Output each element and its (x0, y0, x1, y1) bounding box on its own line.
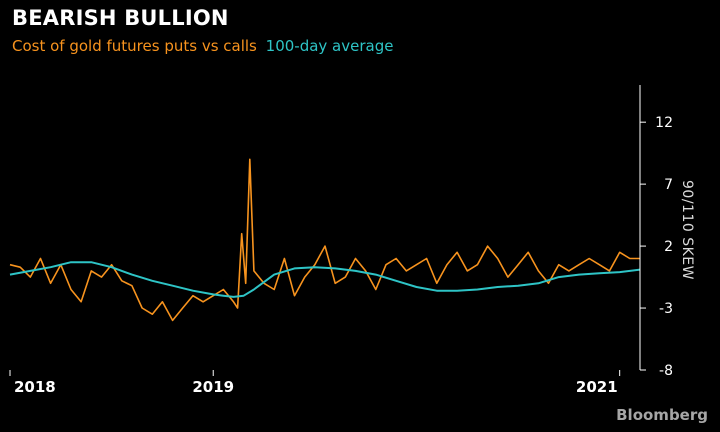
series-line-average (9, 261, 641, 298)
chart-title: BEARISH BULLION (12, 6, 229, 30)
series-line-skew (9, 158, 640, 322)
y-tick-label: -8 (659, 363, 673, 379)
y-tick-label: 12 (655, 115, 673, 131)
y-ticks: 12 7 2 -3 -8 (640, 115, 673, 379)
legend-skew: Cost of gold futures puts vs calls (12, 37, 257, 55)
y-tick-label: 2 (664, 239, 673, 255)
x-tick-label: 2018 (14, 378, 56, 396)
chart-subtitle: Cost of gold futures puts vs calls 100-d… (12, 37, 393, 55)
y-tick-label: -3 (659, 301, 673, 317)
x-tick-label: 2019 (192, 378, 234, 396)
legend-average: 100-day average (265, 37, 394, 55)
x-tick-label: 2021 (576, 378, 618, 396)
plot-area (9, 158, 641, 322)
x-ticks: 2018 2019 2021 (9, 370, 621, 396)
y-axis-label: 90/110 SKEW (679, 180, 695, 280)
bloomberg-logo: Bloomberg (616, 406, 708, 424)
y-tick-label: 7 (664, 177, 673, 193)
